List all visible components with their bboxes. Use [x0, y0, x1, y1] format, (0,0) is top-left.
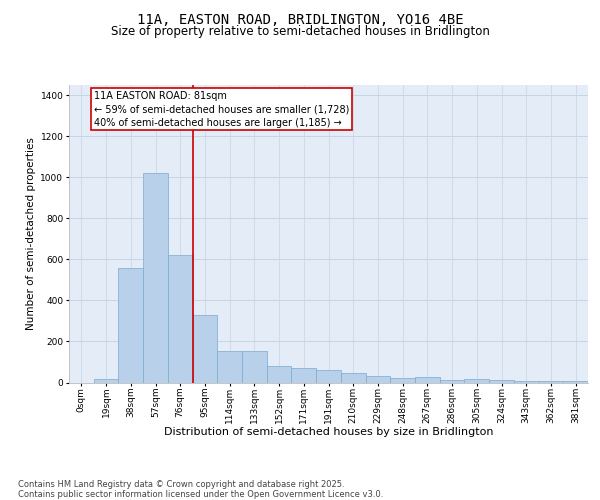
Y-axis label: Number of semi-detached properties: Number of semi-detached properties [26, 138, 36, 330]
Bar [365, 376, 390, 382]
Text: 11A, EASTON ROAD, BRIDLINGTON, YO16 4BE: 11A, EASTON ROAD, BRIDLINGTON, YO16 4BE [137, 12, 463, 26]
Bar [143, 173, 168, 382]
Bar [415, 378, 440, 382]
Bar [94, 380, 118, 382]
Bar [168, 256, 193, 382]
Bar [341, 374, 365, 382]
Bar [217, 350, 242, 382]
Bar [440, 380, 464, 382]
Bar [193, 315, 217, 382]
X-axis label: Distribution of semi-detached houses by size in Bridlington: Distribution of semi-detached houses by … [164, 427, 493, 437]
Bar [118, 268, 143, 382]
Bar [489, 380, 514, 382]
Bar [464, 380, 489, 382]
Text: Contains HM Land Registry data © Crown copyright and database right 2025.
Contai: Contains HM Land Registry data © Crown c… [18, 480, 383, 499]
Bar [267, 366, 292, 382]
Text: Size of property relative to semi-detached houses in Bridlington: Size of property relative to semi-detach… [110, 25, 490, 38]
Bar [292, 368, 316, 382]
Bar [390, 378, 415, 382]
Text: 11A EASTON ROAD: 81sqm
← 59% of semi-detached houses are smaller (1,728)
40% of : 11A EASTON ROAD: 81sqm ← 59% of semi-det… [94, 91, 349, 128]
Bar [316, 370, 341, 382]
Bar [242, 350, 267, 382]
